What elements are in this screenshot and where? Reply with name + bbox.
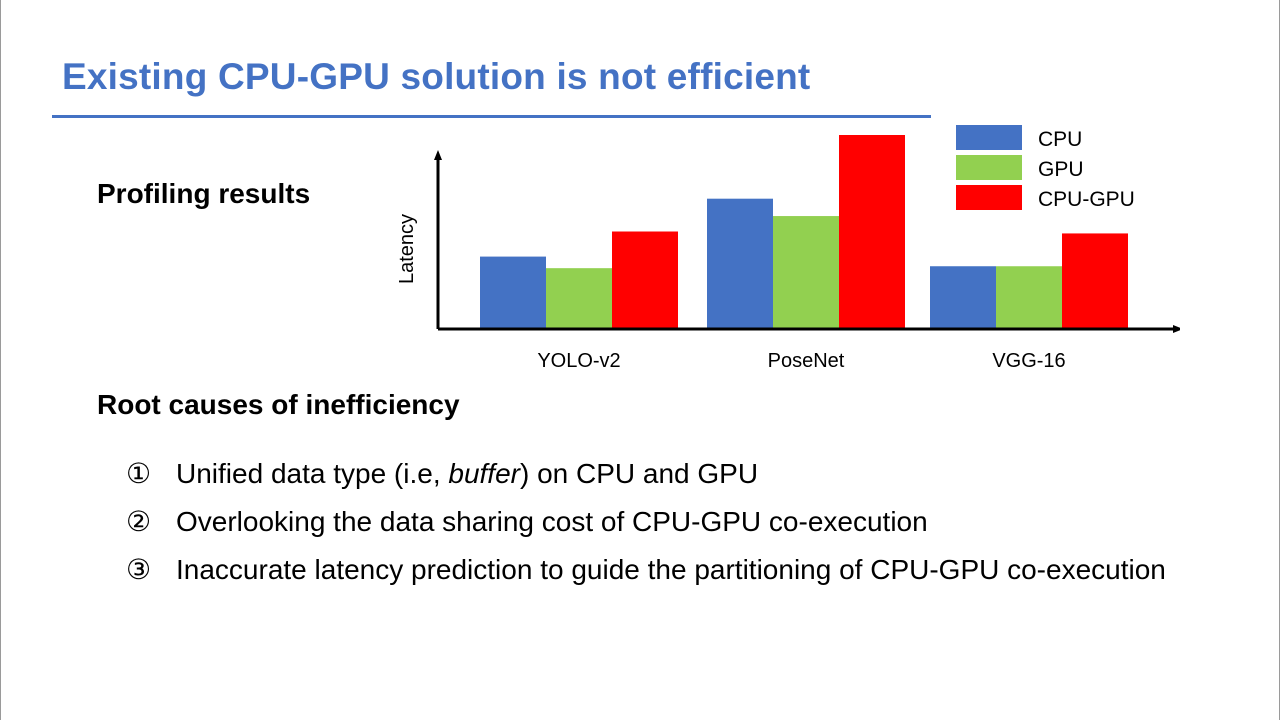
cause-text: Inaccurate latency prediction to guide t… <box>176 554 1166 585</box>
slide-title: Existing CPU-GPU solution is not efficie… <box>62 56 811 97</box>
bar-gpu-yolo-v2 <box>546 268 612 328</box>
legend-swatch-cpu-gpu <box>956 185 1022 210</box>
x-tick-label: YOLO-v2 <box>537 350 620 372</box>
cause-item: ① Unified data type (i.e, buffer) on CPU… <box>126 458 1206 490</box>
cause-item: ② Overlooking the data sharing cost of C… <box>126 506 1206 538</box>
legend-label-cpu: CPU <box>1038 128 1082 151</box>
bar-gpu-vgg-16 <box>996 266 1062 328</box>
bar-cpu-gpu-yolo-v2 <box>612 231 678 328</box>
x-tick-labels: YOLO-v2 PoseNet VGG-16 <box>537 350 1065 372</box>
bar-gpu-posenet <box>773 216 839 328</box>
title-underline <box>52 115 931 118</box>
cause-marker: ③ <box>126 554 152 585</box>
cause-marker: ① <box>126 458 152 489</box>
cause-marker: ② <box>126 506 152 537</box>
root-causes-list: ① Unified data type (i.e, buffer) on CPU… <box>126 458 1206 602</box>
chart-legend: CPU GPU CPU-GPU <box>956 125 1135 211</box>
legend-swatch-cpu <box>956 125 1022 150</box>
bar-cpu-gpu-vgg-16 <box>1062 233 1128 328</box>
cause-text: Unified data type (i.e, <box>176 458 449 489</box>
bar-cpu-vgg-16 <box>930 266 996 328</box>
legend-swatch-gpu <box>956 155 1022 180</box>
x-tick-label: VGG-16 <box>992 350 1065 372</box>
bar-cpu-posenet <box>707 198 773 328</box>
legend-label-gpu: GPU <box>1038 158 1084 181</box>
cause-text-after: ) on CPU and GPU <box>519 458 759 489</box>
cause-emphasis: buffer <box>448 458 520 489</box>
cause-text: Overlooking the data sharing cost of CPU… <box>176 506 928 537</box>
root-causes-heading: Root causes of inefficiency <box>97 389 460 420</box>
bar-cpu-yolo-v2 <box>480 256 546 328</box>
legend-label-cpu-gpu: CPU-GPU <box>1038 188 1135 211</box>
latency-bar-chart: Latency YOLO-v2 PoseNet VGG-16 CPU GPU CPU-G… <box>396 125 1180 372</box>
y-axis-label: Latency <box>396 214 418 284</box>
chart-bars <box>480 135 1128 328</box>
cause-item: ③ Inaccurate latency prediction to guide… <box>126 554 1206 586</box>
x-tick-label: PoseNet <box>768 350 845 372</box>
profiling-results-heading: Profiling results <box>97 178 311 209</box>
bar-cpu-gpu-posenet <box>839 135 905 328</box>
